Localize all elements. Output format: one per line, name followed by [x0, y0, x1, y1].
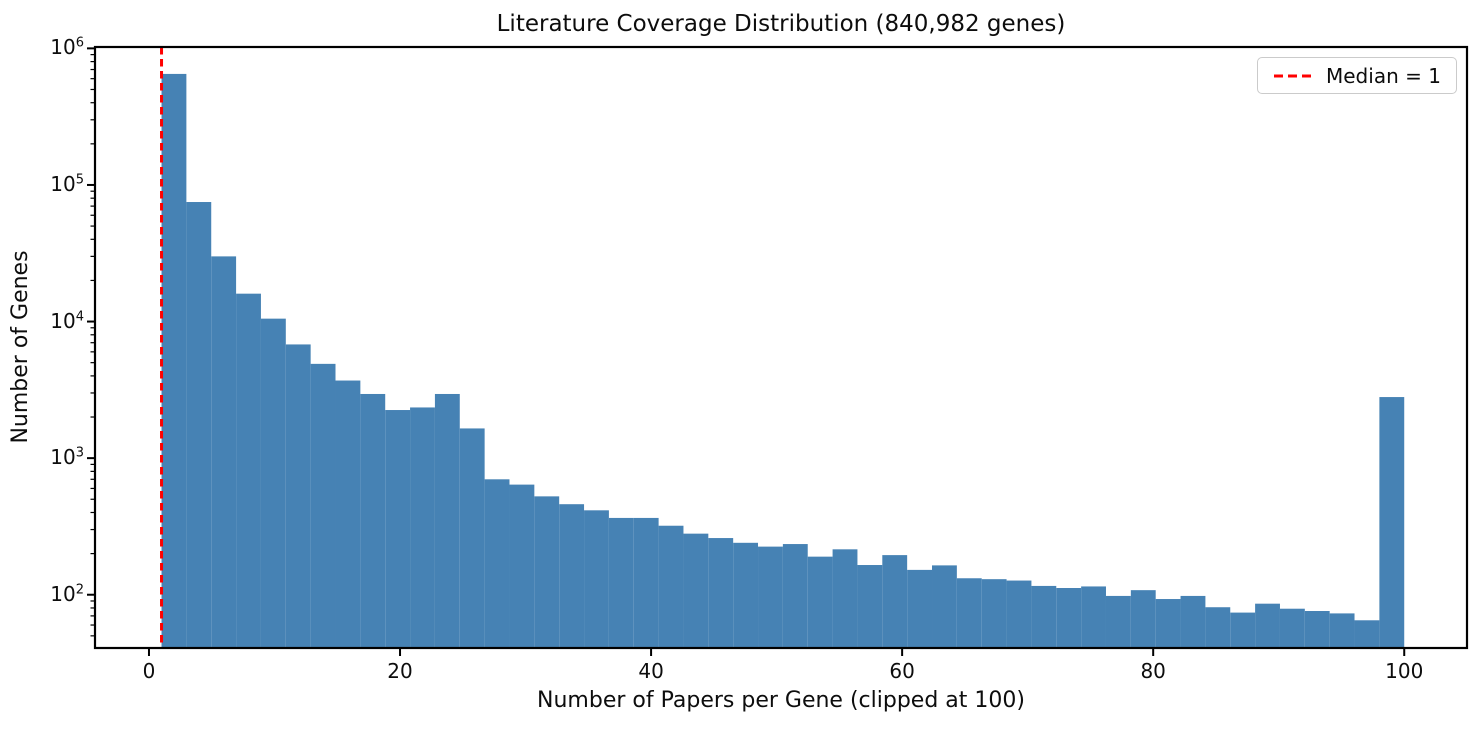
y-tick-label: 106 [50, 35, 84, 60]
histogram-bar [410, 407, 435, 648]
histogram-bar [1255, 603, 1280, 648]
histogram-bar [1205, 607, 1231, 648]
histogram-bar [360, 393, 386, 648]
histogram-bar [733, 542, 759, 648]
histogram-bar [882, 555, 908, 648]
histogram-bar [683, 533, 709, 648]
histogram-bar [658, 525, 684, 648]
histogram-bar [782, 544, 808, 648]
histogram-bar [459, 428, 485, 648]
x-tick-label: 0 [142, 659, 156, 683]
x-tick-label: 100 [1385, 659, 1424, 683]
histogram-bar [1056, 588, 1082, 648]
histogram-bar [1081, 586, 1106, 648]
histogram-bar [584, 510, 609, 648]
histogram-bar [1105, 595, 1131, 648]
histogram-bar [1130, 590, 1156, 648]
x-axis-label: Number of Papers per Gene (clipped at 10… [537, 688, 1025, 713]
chart-title: Literature Coverage Distribution (840,98… [496, 11, 1066, 37]
histogram-bar [708, 538, 734, 648]
histogram-bar [534, 496, 560, 648]
histogram-bar [335, 380, 361, 648]
axes-spines [93, 45, 1469, 650]
histogram-bar [385, 410, 411, 648]
histogram-bar [1279, 608, 1305, 648]
x-tick-label: 60 [889, 659, 915, 683]
y-tick-label: 105 [50, 171, 84, 196]
histogram-bar [758, 546, 783, 648]
x-tick-labels: 0 20 40 60 80 100 [0, 659, 1481, 689]
histogram-bar [509, 484, 535, 648]
y-tick-label: 102 [50, 581, 84, 606]
histogram-bar [832, 549, 858, 648]
histogram-bar [1155, 599, 1181, 648]
legend: Median = 1 [1257, 57, 1457, 94]
histogram-bar [1230, 612, 1256, 648]
histogram-bar [857, 565, 883, 648]
histogram-bar [161, 73, 187, 649]
histogram-bar [186, 202, 212, 648]
histogram-bar [932, 565, 957, 648]
histogram-bar [981, 579, 1007, 648]
histogram-bar [633, 517, 659, 648]
histogram-bar [1180, 595, 1206, 648]
histogram-bar [1031, 585, 1057, 648]
histogram-bar [1354, 620, 1380, 648]
y-tick-label: 103 [50, 445, 84, 470]
legend-label: Median = 1 [1326, 63, 1441, 88]
histogram-bar [956, 578, 982, 648]
histogram-bar [236, 293, 261, 648]
median-line-legend-swatch [1274, 74, 1312, 77]
x-tick-label: 20 [387, 659, 413, 683]
histogram-bar [1379, 397, 1405, 648]
histogram-bar [807, 556, 833, 648]
x-tick-label: 80 [1140, 659, 1166, 683]
histogram-bar [211, 256, 237, 648]
histogram-bar [434, 393, 460, 648]
histogram-bar [1006, 580, 1032, 648]
x-tick-label: 40 [638, 659, 664, 683]
histogram-bar [310, 363, 336, 648]
histogram-bar [907, 569, 932, 648]
histogram-bar [484, 479, 510, 648]
histogram-bar [1304, 611, 1330, 648]
histogram-bar [559, 504, 585, 648]
histogram-bar [285, 344, 311, 648]
histogram-bar [1329, 613, 1355, 648]
histogram-bar [260, 318, 286, 648]
histogram-bar [608, 517, 634, 648]
y-tick-label: 104 [50, 308, 84, 333]
y-tick-labels: 106 105 104 103 102 [0, 0, 84, 730]
